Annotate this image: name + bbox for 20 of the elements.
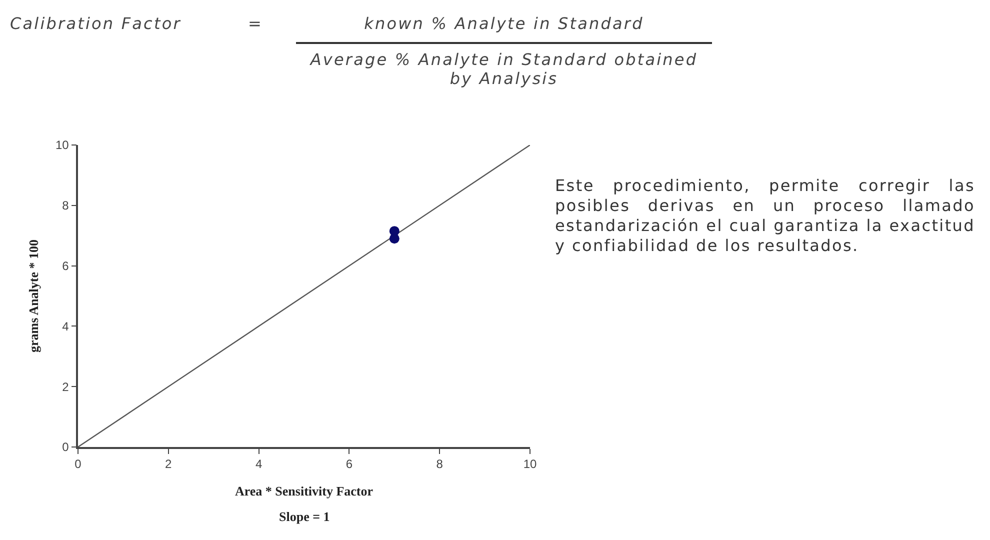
text: = (248, 14, 264, 33)
text: Average % Analyte in Standard obtained by Analysis (308, 50, 699, 88)
y-axis-title: grams Analyte * 100 (26, 239, 41, 353)
x-tick-label: 8 (436, 457, 444, 472)
x-tick-label: 0 (74, 457, 82, 472)
text: Slope = 1 (279, 509, 330, 524)
y-tick-label: 10 (55, 138, 70, 152)
text: Este procedimiento, permite corregir las posibles derivas en un proceso llamado estandarización el cual garantiza la exactitud y confiabilidad de los resultados. (555, 176, 975, 256)
x-tick-label: 10 (523, 457, 537, 472)
y-tick-label: 4 (62, 319, 70, 334)
y-tick-label: 6 (62, 259, 70, 273)
x-tick-label: 2 (165, 457, 172, 472)
x-tick-label: 4 (255, 457, 262, 472)
y-tick-label: 2 (62, 380, 70, 394)
y-tick-label: 8 (62, 198, 70, 213)
x-axis-title: Area * Sensitivity Factor (234, 483, 374, 498)
y-tick-label: 0 (62, 440, 70, 454)
text: Calibration Factor (10, 14, 182, 33)
x-tick-label: 6 (346, 457, 353, 472)
text: known % Analyte in Standard (363, 14, 645, 33)
